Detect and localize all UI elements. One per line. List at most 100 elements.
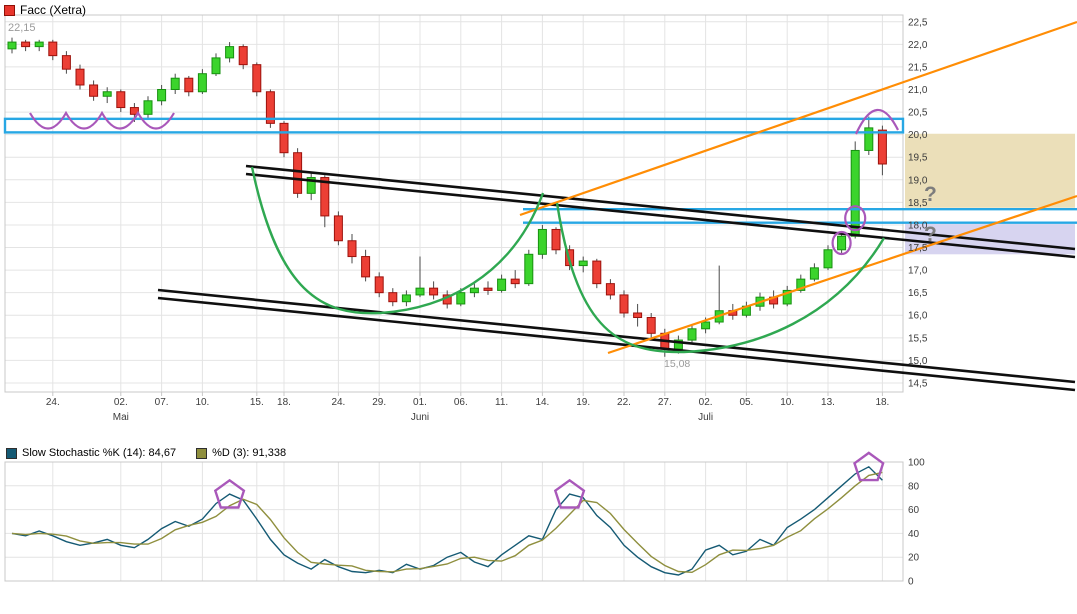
candle (823, 249, 833, 269)
titlebar: Facc (Xetra) (4, 3, 86, 17)
x-axis-label: 15. (250, 397, 264, 408)
legend-swatch-d (196, 447, 208, 459)
candle (524, 253, 534, 285)
month-label: Juli (698, 412, 713, 423)
y-axis-label: 20,5 (908, 108, 928, 119)
candle (510, 278, 520, 285)
pentagon-annotation (213, 478, 246, 509)
arc-annotation (854, 108, 899, 135)
y-axis-label: 18,0 (908, 220, 928, 231)
candle (21, 41, 31, 48)
candle (211, 57, 221, 75)
candle (877, 129, 887, 165)
x-axis-label: 06. (454, 397, 468, 408)
y-axis-label: 14,5 (908, 378, 928, 389)
chart-title: Facc (Xetra) (20, 3, 87, 17)
candle (701, 321, 711, 330)
x-axis-label: 19. (576, 397, 590, 408)
candle (537, 228, 547, 255)
question-mark-annotation: ? (924, 223, 937, 246)
y-axis-label: 21,0 (908, 85, 928, 96)
legend-swatch-k (6, 447, 17, 459)
x-axis-label: 02. (699, 397, 713, 408)
x-axis-label: 01. (413, 397, 427, 408)
candle (551, 228, 561, 251)
y-axis-label: 18,5 (908, 198, 928, 209)
stoch-line-D (11, 471, 883, 574)
watermark-labels: 22,15 15,08?? (8, 22, 937, 370)
x-axis-label: 05. (739, 397, 753, 408)
candle (646, 317, 656, 334)
ascending-trendline (519, 20, 1077, 217)
x-axis-label: 27. (658, 397, 672, 408)
candle (497, 278, 507, 291)
legend-label-k: Slow Stochastic %K (14): 84,67 (22, 447, 177, 459)
ascending-trendline (607, 194, 1077, 355)
candle (401, 294, 411, 303)
candle (578, 260, 588, 267)
x-axis-label: 24. (331, 397, 345, 408)
month-label: Juni (411, 412, 429, 423)
x-axis-label: 22. (617, 397, 631, 408)
stoch-axis-label: 40 (908, 529, 920, 540)
x-axis-label: 18. (875, 397, 889, 408)
candle (429, 287, 439, 296)
candle (143, 100, 153, 115)
candle (157, 88, 167, 102)
candle (197, 73, 207, 93)
trend-channel-line (245, 164, 1076, 251)
x-axis-label: 18. (277, 397, 291, 408)
stochastic-lines-layer (11, 451, 885, 576)
candle (374, 276, 384, 294)
stoch-axis-label: 80 (908, 481, 920, 492)
stoch-axis-label: 20 (908, 553, 920, 564)
beige-zone (905, 133, 1075, 208)
candle (252, 64, 262, 93)
candle (633, 312, 643, 319)
y-axis-label: 20,0 (908, 130, 928, 141)
y-axis-label: 19,0 (908, 175, 928, 186)
candle (238, 46, 248, 66)
x-axis-label: 10. (195, 397, 209, 408)
y-axis-label: 22,5 (908, 17, 928, 28)
candle (170, 77, 180, 90)
orange-trendlines-layer (519, 20, 1077, 355)
y-axis-label: 15,0 (908, 356, 928, 367)
candle (361, 256, 371, 278)
candle (48, 41, 58, 57)
x-axis-label: 13. (821, 397, 835, 408)
stoch-axis-label: 60 (908, 505, 920, 516)
y-axis-label: 16,5 (908, 288, 928, 299)
candle (388, 292, 398, 303)
y-axis-label: 21,5 (908, 62, 928, 73)
candle (225, 46, 235, 59)
candle (592, 260, 602, 285)
question-mark-annotation: ? (924, 183, 937, 206)
candle (102, 91, 112, 97)
purple-annotations-layer (29, 108, 899, 256)
x-axis-label: 07. (155, 397, 169, 408)
candle (7, 41, 17, 50)
grid-layer (4, 14, 904, 582)
stoch-axis-label: 100 (908, 458, 925, 469)
candle (809, 267, 819, 280)
y-axis-label: 17,0 (908, 266, 928, 277)
period-low-label: 15,08 (664, 358, 690, 370)
candle (129, 107, 139, 115)
candle (347, 240, 357, 258)
candle (687, 328, 697, 341)
x-axis-label: 24. (46, 397, 60, 408)
squiggle-annotation (29, 110, 175, 130)
candles-layer (7, 37, 887, 357)
candle (306, 177, 316, 194)
candle (796, 278, 806, 291)
candle (619, 294, 629, 314)
candle (184, 77, 194, 93)
candle (279, 122, 289, 154)
candle (320, 177, 330, 217)
month-label: Mai (113, 412, 129, 423)
candle (456, 292, 466, 305)
candle (605, 283, 615, 296)
pentagon-annotation (553, 478, 586, 509)
